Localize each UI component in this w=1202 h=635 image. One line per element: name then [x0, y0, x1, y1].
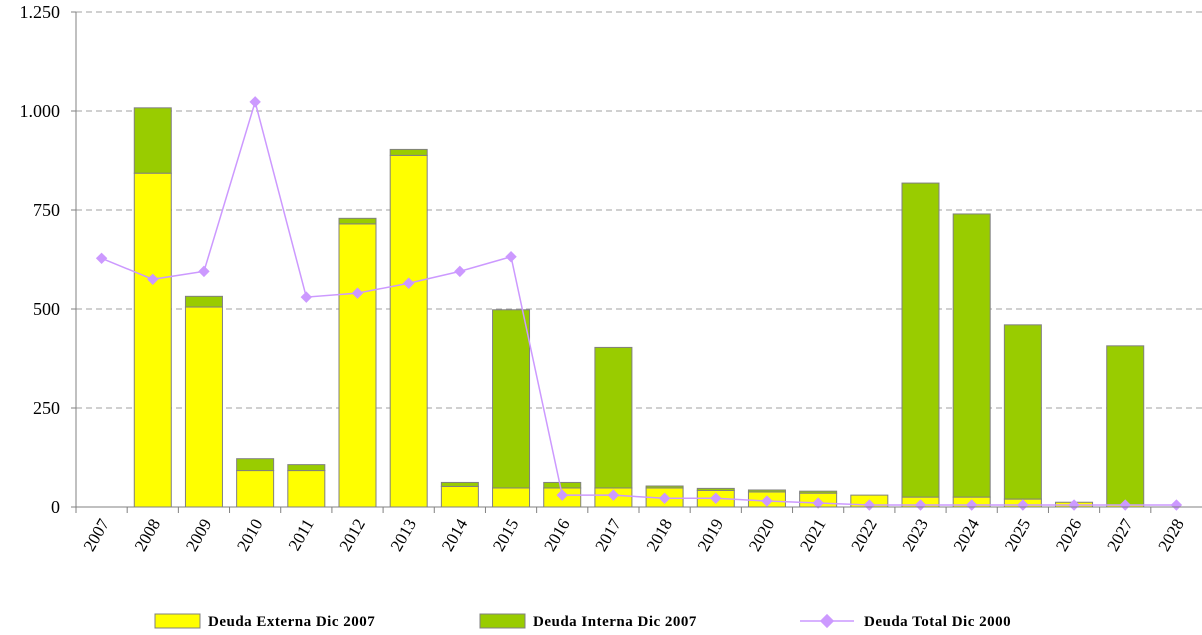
bar-interna-2020	[747, 489, 786, 493]
x-tick-label: 2016	[540, 516, 573, 555]
x-tick-label: 2007	[80, 515, 114, 554]
line-point-2011	[300, 291, 313, 303]
legend-label-externa: Deuda Externa Dic 2007	[208, 614, 375, 630]
line-point-2013	[402, 277, 415, 289]
bar-interna-2023	[901, 182, 940, 498]
x-tick-label: 2023	[899, 516, 932, 555]
line-point-2010	[249, 96, 261, 108]
bar-externa-2008	[133, 172, 172, 508]
x-tick-label: 2025	[1001, 516, 1034, 555]
bar-interna-2012	[338, 217, 377, 225]
line-point-2027	[1119, 499, 1131, 511]
bar-interna-2018	[645, 485, 684, 489]
x-tick-label: 2020	[745, 516, 778, 555]
bar-interna-2008	[133, 107, 172, 174]
x-tick-label: 2012	[336, 516, 369, 555]
legend-label-total: Deuda Total Dic 2000	[864, 614, 1011, 630]
y-tick-label: 500	[33, 299, 60, 319]
gridlines	[71, 11, 1202, 508]
x-tick-label: 2017	[591, 515, 625, 554]
line-point-2009	[198, 265, 210, 278]
bar-interna-2009	[184, 295, 223, 308]
line-point-2008	[147, 273, 159, 286]
line-point-2025	[1017, 499, 1029, 511]
x-tick-label: 2014	[438, 515, 472, 554]
bar-interna-2013	[389, 148, 428, 156]
bar-interna-2014	[440, 481, 479, 487]
x-tick-label: 2010	[233, 516, 266, 555]
bar-interna-2024	[952, 213, 991, 498]
x-tick-label: 2013	[387, 516, 420, 555]
y-tick-label: 1.250	[20, 2, 61, 22]
y-tick-label: 1.000	[20, 101, 61, 121]
bar-interna-2016	[543, 481, 582, 489]
bar-externa-2012	[338, 223, 377, 508]
line-point-2028	[1170, 499, 1183, 511]
line-point-2015	[505, 251, 517, 263]
x-tick-label: 2028	[1154, 516, 1187, 555]
line-point-2019	[710, 492, 722, 504]
legend-label-interna: Deuda Interna Dic 2007	[533, 614, 697, 630]
y-tick-label: 0	[51, 497, 60, 517]
bar-interna-2019	[696, 487, 735, 491]
bar-interna-2021	[799, 490, 838, 494]
legend-swatch-externa	[154, 613, 201, 629]
x-tick-label: 2024	[950, 515, 984, 554]
line-point-2018	[658, 492, 671, 504]
x-tick-label: 2022	[847, 516, 880, 555]
line-total-path	[101, 99, 1177, 506]
line-point-2007	[95, 252, 108, 265]
x-tick-label: 2026	[1052, 516, 1085, 555]
line-point-2012	[351, 287, 364, 299]
x-tick-label: 2018	[643, 516, 676, 555]
line-point-2014	[454, 265, 466, 278]
bar-externa-2011	[287, 470, 326, 508]
x-tick-label: 2019	[694, 516, 727, 555]
total-debt-line	[95, 96, 1183, 511]
x-tick-label: 2009	[182, 516, 215, 555]
bars	[75, 107, 1152, 513]
x-tick-labels: 2007 2008 2009 2010 2011 2012 2013 2014 2015 2016…	[80, 515, 1188, 554]
line-point-2026	[1068, 499, 1080, 511]
line-point-2023	[914, 499, 927, 511]
x-tick-label: 2015	[489, 516, 522, 555]
line-point-2017	[607, 489, 620, 501]
y-tick-label: 250	[33, 398, 60, 418]
axes	[75, 12, 1202, 508]
bar-interna-2027	[1106, 345, 1145, 506]
bar-externa-2009	[184, 306, 223, 508]
bar-interna-2011	[287, 464, 326, 472]
line-point-2020	[761, 495, 773, 507]
legend-marker-total	[819, 613, 835, 629]
bar-interna-2025	[1003, 324, 1042, 500]
bar-interna-2010	[236, 458, 275, 472]
legend: Deuda Externa Dic 2007 Deuda Interna Dic…	[154, 613, 1011, 630]
y-tick-label: 750	[33, 200, 60, 220]
line-point-2022	[863, 499, 876, 511]
bar-interna-2015	[492, 309, 531, 489]
bar-externa-2014	[440, 485, 479, 508]
bar-externa-2010	[236, 470, 275, 508]
line-point-2024	[965, 499, 978, 511]
x-tick-label: 2008	[131, 516, 164, 555]
bar-externa-2013	[389, 154, 428, 508]
x-tick-label: 2021	[796, 516, 829, 555]
line-point-2016	[556, 489, 568, 501]
bar-externa-2015	[492, 487, 531, 508]
x-tick-label: 2027	[1103, 515, 1137, 554]
bar-interna-2017	[594, 346, 633, 489]
legend-swatch-interna	[479, 613, 526, 629]
x-tick-label: 2011	[285, 516, 318, 554]
y-tick-labels: 0 250 500 750 1.000 1.250	[20, 2, 61, 517]
line-point-2021	[812, 497, 824, 509]
